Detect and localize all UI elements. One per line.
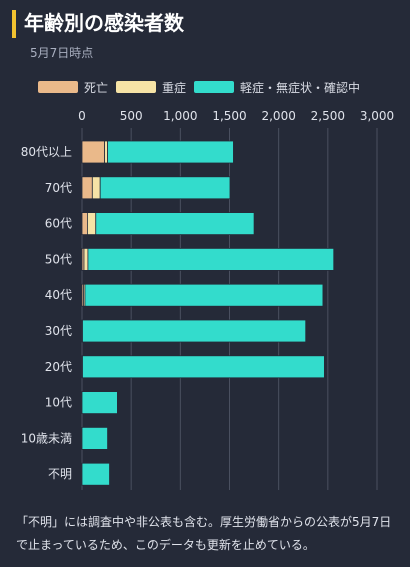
bar-segment[interactable] <box>81 140 106 164</box>
legend-swatch-severe <box>116 81 157 93</box>
chart-title: 年齢別の感染者数 <box>24 11 184 35</box>
legend-item-death[interactable]: 死亡 <box>38 79 108 96</box>
legend-swatch-death <box>38 81 78 93</box>
bar-segment[interactable] <box>87 247 335 271</box>
y-tick-label: 50代 <box>45 252 72 266</box>
title-accent-bar <box>12 10 16 38</box>
bar-segment[interactable] <box>81 212 88 235</box>
bar-segment[interactable] <box>81 391 118 415</box>
x-tick-label: 1,000 <box>163 109 197 123</box>
y-tick-label: 60代 <box>45 217 72 231</box>
bar-segment[interactable] <box>81 176 93 200</box>
y-tick-label: 10歳未満 <box>21 431 72 445</box>
footnote: 「不明」には調査中や非公表も含む。厚生労働省からの公表が5月7日で止まっているた… <box>16 515 392 552</box>
bar-segment[interactable] <box>99 176 231 200</box>
legend-item-mild[interactable]: 軽症・無症状・確認中 <box>194 79 360 96</box>
bar-segment[interactable] <box>87 212 97 235</box>
legend: 死亡 重症 軽症・無症状・確認中 <box>38 78 368 96</box>
bar-segment[interactable] <box>82 355 325 379</box>
legend-label-death: 死亡 <box>84 80 109 95</box>
legend-item-severe[interactable]: 重症 <box>116 79 186 96</box>
x-tick-label: 2,000 <box>261 109 295 123</box>
y-tick-label: 30代 <box>45 324 72 338</box>
legend-label-mild: 軽症・無症状・確認中 <box>240 80 361 95</box>
bar-chart: 0 500 1,000 1,500 2,000 2,500 3,000 80代以上 70代 60代… <box>21 109 394 490</box>
bar-segment[interactable] <box>84 283 324 307</box>
y-tick-label: 20代 <box>45 360 72 374</box>
x-tick-label: 500 <box>120 109 143 123</box>
x-tick-label: 2,500 <box>311 109 345 123</box>
bar-segment[interactable] <box>83 247 89 271</box>
bar-segment[interactable] <box>81 462 110 486</box>
y-tick-label: 70代 <box>45 181 72 195</box>
chart-subtitle: 5月7日時点 <box>30 46 94 60</box>
x-tick-label: 0 <box>78 109 86 123</box>
bar-segment[interactable] <box>82 319 307 343</box>
y-tick-label: 40代 <box>45 288 72 302</box>
bar-segment[interactable] <box>104 140 108 164</box>
y-tick-label: 不明 <box>48 467 72 481</box>
bar-segment[interactable] <box>91 176 101 200</box>
bar-segment[interactable] <box>95 212 255 235</box>
y-tick-label: 80代以上 <box>21 145 72 159</box>
y-tick-label: 10代 <box>45 396 72 410</box>
legend-label-severe: 重症 <box>162 80 187 95</box>
x-tick-label: 1,500 <box>212 109 246 123</box>
bar-segment[interactable] <box>81 426 108 450</box>
bar-segment[interactable] <box>107 140 234 164</box>
legend-swatch-mild <box>194 81 235 93</box>
x-tick-label: 3,000 <box>360 109 394 123</box>
